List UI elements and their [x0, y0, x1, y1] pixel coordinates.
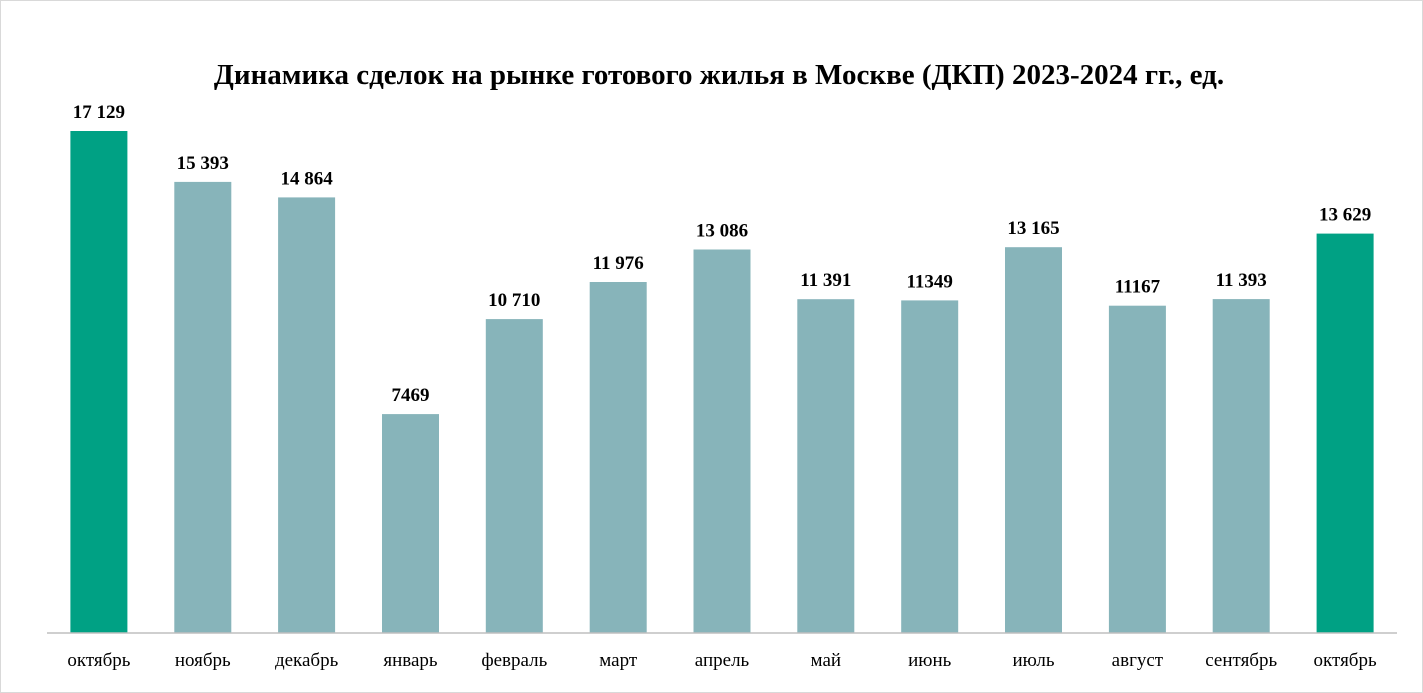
value-label-1: 17 129	[73, 102, 125, 123]
value-label-3: 14 864	[280, 168, 333, 189]
category-label-6: март	[599, 650, 638, 671]
value-label-6: 11 976	[593, 253, 644, 274]
category-label-11: август	[1112, 650, 1164, 671]
value-label-8: 11 391	[800, 270, 851, 291]
value-label-7: 13 086	[696, 221, 748, 242]
category-labels-group: октябрь ноябрь декабрь январь февраль март апр…	[67, 650, 1377, 671]
value-label-11: 11167	[1115, 277, 1161, 298]
bar-5	[485, 319, 543, 633]
value-label-2: 15 393	[177, 153, 229, 174]
value-label-13: 13 629	[1319, 205, 1371, 226]
bar-8	[797, 299, 855, 633]
bars-group	[70, 131, 1374, 633]
bar-12	[1212, 299, 1270, 633]
value-label-10: 13 165	[1007, 218, 1059, 239]
chart-title: Динамика сделок на рынке готового жилья …	[214, 59, 1224, 91]
value-label-5: 10 710	[488, 290, 540, 311]
bar-7	[693, 249, 751, 633]
category-label-1: октябрь	[67, 650, 130, 671]
bar-6	[589, 282, 647, 633]
bar-10	[1005, 247, 1062, 633]
category-label-9: июнь	[908, 650, 952, 671]
value-label-9: 11349	[906, 271, 952, 292]
category-label-8: май	[811, 650, 842, 671]
value-label-12: 11 393	[1216, 270, 1267, 291]
bar-11	[1108, 305, 1166, 633]
bar-1	[70, 131, 128, 633]
category-label-12: сентябрь	[1205, 650, 1277, 671]
category-label-4: январь	[383, 650, 438, 671]
value-labels-group: 17 129 15 393 14 864 7469 10 710 11 976 13 086…	[73, 102, 1371, 406]
category-label-2: ноябрь	[175, 650, 231, 671]
category-label-7: апрель	[695, 650, 750, 671]
bar-4	[382, 414, 439, 633]
bar-2	[174, 181, 232, 633]
bar-3	[278, 197, 336, 633]
category-label-13: октябрь	[1314, 650, 1377, 671]
value-label-4: 7469	[392, 385, 430, 406]
category-label-3: декабрь	[275, 650, 339, 671]
category-label-5: февраль	[481, 650, 547, 671]
category-label-10: июль	[1012, 650, 1054, 671]
bar-9	[901, 300, 959, 633]
bar-13	[1316, 233, 1374, 633]
